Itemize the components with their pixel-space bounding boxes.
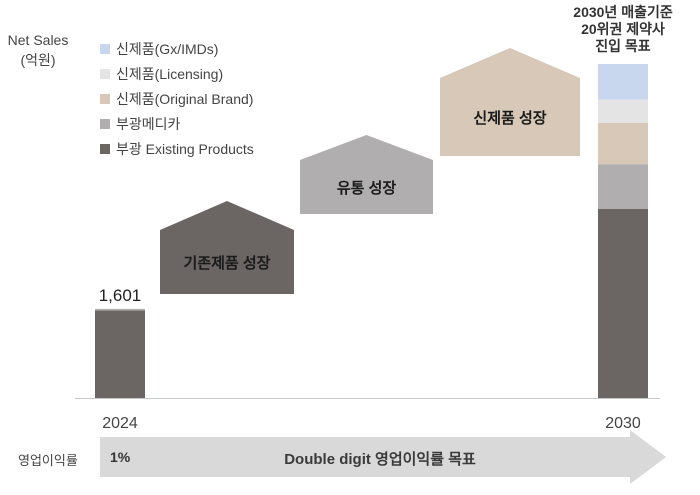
operating-margin-goal: Double digit 영업이익률 목표 bbox=[284, 451, 476, 468]
x-tick-label: 2024 bbox=[102, 415, 138, 432]
growth-step: 유통 성장 bbox=[300, 135, 433, 214]
y-axis-label-line-1: (억원) bbox=[20, 52, 56, 68]
growth-step-label: 기존제품 성장 bbox=[184, 254, 271, 272]
bar-segment bbox=[598, 208, 648, 398]
legend-swatch bbox=[100, 118, 110, 129]
growth-step: 신제품 성장 bbox=[440, 48, 580, 156]
growth-step-shape bbox=[300, 135, 433, 214]
legend-label: 신제품(Original Brand) bbox=[116, 90, 254, 107]
bar-segment bbox=[598, 99, 648, 124]
growth-step-label: 유통 성장 bbox=[337, 179, 397, 197]
operating-margin-label: 영업이익률 bbox=[18, 453, 78, 468]
legend-item: 신제품(Gx/IMDs) bbox=[100, 36, 254, 61]
x-tick-label: 2030 bbox=[605, 415, 641, 432]
growth-step: 기존제품 성장 bbox=[160, 201, 294, 294]
legend-label: 부광메디카 bbox=[116, 115, 181, 132]
y-axis-label-line-0: Net Sales bbox=[7, 32, 69, 48]
legend-swatch bbox=[100, 43, 110, 54]
legend-swatch bbox=[100, 143, 110, 154]
growth-step-shape bbox=[440, 48, 580, 156]
bar-segment bbox=[598, 64, 648, 100]
operating-margin-arrow bbox=[100, 430, 666, 484]
legend-label: 신제품(Licensing) bbox=[116, 65, 224, 82]
target-annotation: 2030년 매출기준 20위권 제약사 진입 목표 bbox=[573, 4, 673, 54]
bar-segment bbox=[598, 164, 648, 209]
legend-label: 신제품(Gx/IMDs) bbox=[116, 40, 219, 57]
legend-item: 부광메디카 bbox=[100, 111, 254, 136]
bar-segment bbox=[598, 123, 648, 165]
legend-item: 부광 Existing Products bbox=[100, 136, 254, 161]
operating-margin-value: 1% bbox=[110, 449, 131, 465]
legend-item: 신제품(Licensing) bbox=[100, 61, 254, 86]
data-label: 1,601 bbox=[99, 286, 142, 305]
y-axis-label: Net Sales (억원) bbox=[6, 30, 70, 70]
growth-step-shape bbox=[160, 201, 294, 294]
legend-swatch bbox=[100, 68, 110, 79]
legend: 신제품(Gx/IMDs) 신제품(Licensing) 신제품(Original B… bbox=[100, 36, 254, 161]
bar-segment bbox=[95, 310, 145, 398]
legend-swatch bbox=[100, 93, 110, 104]
legend-item: 신제품(Original Brand) bbox=[100, 86, 254, 111]
legend-label: 부광 Existing Products bbox=[116, 140, 254, 157]
growth-step-label: 신제품 성장 bbox=[473, 109, 546, 127]
bar-segment bbox=[95, 308, 145, 311]
